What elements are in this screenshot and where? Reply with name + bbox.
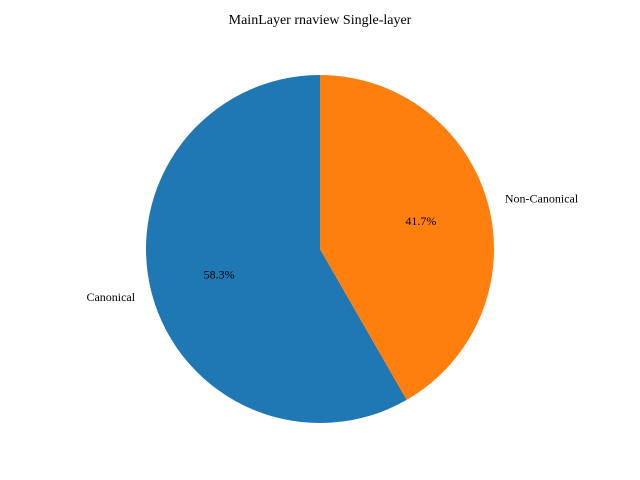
slice-percentage: 58.3% — [204, 268, 235, 282]
slice-label: Canonical — [86, 290, 135, 304]
pie-slices — [145, 75, 494, 424]
pie-slice-canonical — [145, 75, 407, 424]
pie-slice-non-canonical — [320, 75, 494, 400]
slice-percentage: 41.7% — [405, 214, 436, 228]
pie-labels: Canonical 58.3% Non-Canonical 41.7% — [86, 191, 578, 304]
chart-title: MainLayer rnaview Single-layer — [229, 13, 412, 28]
slice-label: Non-Canonical — [505, 191, 579, 205]
